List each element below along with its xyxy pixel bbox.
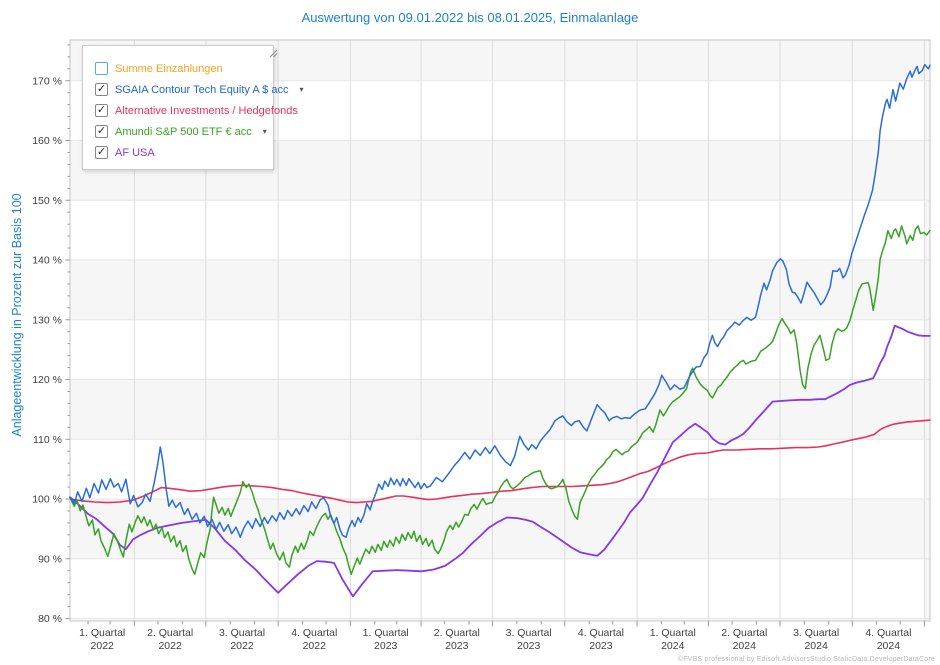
x-tick-label-quarter: 4. Quartal (865, 627, 911, 639)
x-tick-label-year: 2024 (877, 640, 901, 652)
legend-item-amundi-s-p-500-etf-acc[interactable]: ✓ Amundi S&P 500 ETF € acc ▾ (95, 121, 267, 142)
y-tick-label: 120 % (32, 374, 62, 386)
legend-item-af-usa[interactable]: ✓ AF USA (95, 142, 265, 163)
x-tick-label-quarter: 1. Quartal (650, 627, 696, 639)
legend-item-label: Amundi S&P 500 ETF € acc (115, 125, 252, 138)
legend-item-label: Alternative Investments / Hedgefonds (115, 104, 298, 117)
checked-checkbox-icon[interactable]: ✓ (95, 146, 108, 159)
y-tick-label: 90 % (38, 553, 62, 565)
y-tick-label: 170 % (32, 75, 62, 87)
x-tick-label-year: 2024 (661, 640, 685, 652)
x-tick-label-quarter: 3. Quartal (506, 627, 552, 639)
x-tick-label-quarter: 2. Quartal (721, 627, 767, 639)
page-title: Auswertung von 09.01.2022 bis 08.01.2025… (301, 10, 639, 25)
series-line-af-usa (69, 324, 931, 598)
series-line-amundi-s-p-500-etf-acc (69, 225, 931, 576)
chevron-down-icon[interactable]: ▾ (262, 127, 267, 136)
copyright-note: ©FVBS professional by Edisoft.AdvisorsSt… (677, 656, 935, 663)
x-tick-label-quarter: 1. Quartal (363, 627, 409, 639)
legend-item-summe-einzahlungen[interactable]: Summe Einzahlungen (95, 58, 265, 79)
x-tick-label-year: 2024 (733, 640, 757, 652)
legend-item-label: Summe Einzahlungen (115, 62, 223, 75)
x-tick-label-quarter: 2. Quartal (434, 627, 480, 639)
horizontal-gridlines (70, 80, 930, 619)
x-tick-label-year: 2022 (158, 640, 182, 652)
x-tick-label-year: 2023 (374, 640, 398, 652)
x-tick-label-year: 2023 (589, 640, 613, 652)
x-tick-label-year: 2022 (303, 640, 327, 652)
y-axis-labels: 80 % 90 % 100 % 110 % 120 % 130 % 140 % 150 % 16… (32, 75, 62, 625)
series-lines (69, 63, 931, 598)
x-tick-label-year: 2024 (804, 640, 828, 652)
legend-item-label: SGAIA Contour Tech Equity A $ acc (115, 83, 289, 96)
x-tick-label-quarter: 1. Quartal (79, 627, 125, 639)
legend-item-sgaia-contour-tech-equity-a-acc[interactable]: ✓ SGAIA Contour Tech Equity A $ acc ▾ (95, 79, 303, 100)
legend-item-label: AF USA (115, 146, 155, 159)
checked-checkbox-icon[interactable]: ✓ (95, 104, 108, 117)
x-tick-label-quarter: 3. Quartal (793, 627, 839, 639)
x-tick-label-year: 2023 (517, 640, 541, 652)
x-tick-label-quarter: 3. Quartal (219, 627, 265, 639)
x-tick-label-quarter: 2. Quartal (147, 627, 193, 639)
y-tick-label: 150 % (32, 195, 62, 207)
axis-ticks (65, 44, 926, 627)
x-tick-label-quarter: 4. Quartal (291, 627, 337, 639)
x-tick-label-year: 2022 (230, 640, 254, 652)
checked-checkbox-icon[interactable]: ✓ (95, 125, 108, 138)
legend-box: Summe Einzahlungen ✓ SGAIA Contour Tech Eq… (82, 45, 303, 170)
legend-item-list: Summe Einzahlungen ✓ SGAIA Contour Tech Eq… (95, 58, 303, 163)
chevron-down-icon[interactable]: ▾ (299, 85, 304, 94)
series-line-alternative-investments-hedgefonds (69, 419, 931, 504)
checked-checkbox-icon[interactable]: ✓ (95, 83, 108, 96)
y-tick-label: 130 % (32, 314, 62, 326)
y-tick-label: 160 % (32, 135, 62, 147)
x-tick-label-year: 2023 (445, 640, 469, 652)
y-tick-label: 80 % (38, 613, 62, 625)
unchecked-checkbox-icon[interactable] (95, 62, 108, 75)
series-line-sgaia-contour-tech-equity-a-acc (69, 63, 931, 538)
x-tick-label-quarter: 4. Quartal (578, 627, 624, 639)
legend-item-alternative-investments-hedgefonds[interactable]: ✓ Alternative Investments / Hedgefonds (95, 100, 298, 121)
plot-border (69, 39, 931, 622)
y-tick-label: 140 % (32, 255, 62, 267)
x-tick-label-year: 2022 (91, 640, 115, 652)
y-tick-label: 110 % (33, 434, 62, 446)
y-tick-label: 100 % (32, 494, 62, 506)
